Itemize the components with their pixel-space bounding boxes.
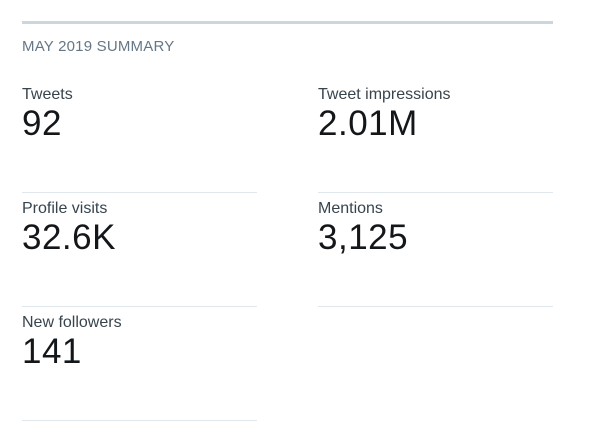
stat-label: Mentions — [318, 200, 383, 217]
stat-block: Mentions 3,125 — [318, 200, 553, 307]
stat-block: New followers 141 — [22, 314, 257, 421]
top-border — [22, 21, 553, 24]
stat-value: 92 — [22, 104, 62, 143]
stat-value: 2.01M — [318, 104, 418, 143]
stat-value: 3,125 — [318, 218, 409, 257]
stat-label: Profile visits — [22, 200, 108, 217]
summary-title: MAY 2019 SUMMARY — [22, 38, 175, 55]
stat-block: Profile visits 32.6K — [22, 200, 257, 307]
stat-block: Tweets 92 — [22, 86, 257, 193]
stat-value: 32.6K — [22, 218, 116, 257]
stat-block: Tweet impressions 2.01M — [318, 86, 553, 193]
stat-label: Tweet impressions — [318, 86, 451, 103]
stat-label: Tweets — [22, 86, 73, 103]
stat-value: 141 — [22, 332, 82, 371]
stat-label: New followers — [22, 314, 122, 331]
